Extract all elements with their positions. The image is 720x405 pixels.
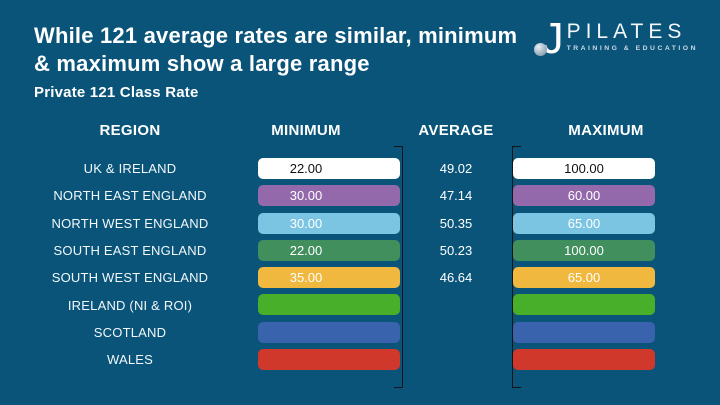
minimum-bar (258, 158, 400, 179)
region-label: NORTH EAST ENGLAND (53, 188, 207, 204)
logo-brand-name: PILATES (566, 20, 687, 43)
sphere-icon (533, 43, 547, 56)
maximum-value (513, 294, 655, 315)
average-value: 47.14 (439, 188, 473, 204)
minimum-bar (258, 349, 400, 371)
minimum-bar (258, 212, 400, 234)
minimum-value: 22.00 (289, 242, 323, 258)
table-row: WALES (0, 346, 720, 373)
region-label: UK & IRELAND (83, 161, 177, 177)
region-label: SCOTLAND (93, 324, 167, 340)
maximum-value (513, 322, 655, 343)
minimum-bar (258, 185, 400, 207)
region-label: SOUTH EAST ENGLAND (53, 243, 207, 259)
table-row: NORTH WEST ENGLAND 30.00 50.35 65.00 (0, 210, 720, 237)
maximum-axis-bracket (512, 146, 521, 388)
minimum-value (258, 294, 354, 315)
average-value: 46.64 (439, 270, 473, 286)
slide-title-line1: While 121 average rates are similar, min… (34, 23, 518, 48)
maximum-value: 65.00 (567, 270, 601, 286)
region-label: IRELAND (NI & ROI) (67, 297, 193, 313)
table-body: UK & IRELAND 22.00 49.02 100.00 NORTH EA… (0, 155, 720, 373)
minimum-bar (258, 321, 400, 343)
table-row: UK & IRELAND 22.00 49.02 100.00 (0, 155, 720, 182)
table-row: SCOTLAND (0, 319, 720, 346)
maximum-bar (513, 294, 655, 316)
table-row: SOUTH EAST ENGLAND 22.00 50.23 100.00 (0, 237, 720, 264)
logo-text-block: PILATES TRAINING & EDUCATION (567, 18, 698, 52)
maximum-bar (513, 158, 655, 179)
maximum-value: 100.00 (564, 242, 604, 258)
minimum-bar (258, 267, 400, 289)
slide-title-line2: & maximum show a large range (34, 51, 370, 76)
slide-subtitle: Private 121 Class Rate (34, 84, 199, 101)
minimum-value: 35.00 (289, 270, 323, 286)
average-value: 50.35 (439, 215, 473, 231)
minimum-bar (258, 294, 400, 316)
region-label: WALES (106, 352, 154, 368)
average-value: 50.23 (439, 242, 473, 258)
minimum-value: 30.00 (289, 215, 323, 231)
table-row: SOUTH WEST ENGLAND 35.00 46.64 65.00 (0, 264, 720, 291)
region-label: NORTH WEST ENGLAND (51, 215, 209, 231)
table-row: IRELAND (NI & ROI) (0, 291, 720, 318)
column-header-maximum: MAXIMUM (568, 122, 644, 139)
logo-tagline: TRAINING & EDUCATION (566, 45, 698, 52)
minimum-bar (258, 239, 400, 261)
logo-monogram-j: J (541, 14, 564, 63)
maximum-bar (513, 349, 655, 371)
maximum-bar (513, 185, 655, 207)
column-header-average: AVERAGE (418, 122, 494, 139)
maximum-bar (513, 267, 655, 289)
maximum-bar (513, 212, 655, 234)
table-row: NORTH EAST ENGLAND 30.00 47.14 60.00 (0, 182, 720, 209)
minimum-value (258, 349, 354, 370)
maximum-value (513, 349, 655, 370)
minimum-value (258, 322, 354, 343)
column-header-region: REGION (99, 122, 161, 139)
maximum-bar (513, 239, 655, 261)
minimum-value: 22.00 (289, 161, 323, 176)
maximum-bar (513, 321, 655, 343)
slide-title: While 121 average rates are similar, min… (34, 22, 574, 78)
column-header-minimum: MINIMUM (271, 122, 341, 139)
minimum-axis-bracket (394, 146, 403, 388)
region-label: SOUTH WEST ENGLAND (51, 270, 209, 286)
pilates-logo: J PILATES TRAINING & EDUCATION (533, 14, 698, 63)
minimum-value: 30.00 (289, 188, 323, 204)
maximum-value: 60.00 (567, 188, 601, 204)
maximum-value: 100.00 (564, 161, 604, 176)
maximum-value: 65.00 (567, 215, 601, 231)
average-value: 49.02 (439, 161, 473, 176)
